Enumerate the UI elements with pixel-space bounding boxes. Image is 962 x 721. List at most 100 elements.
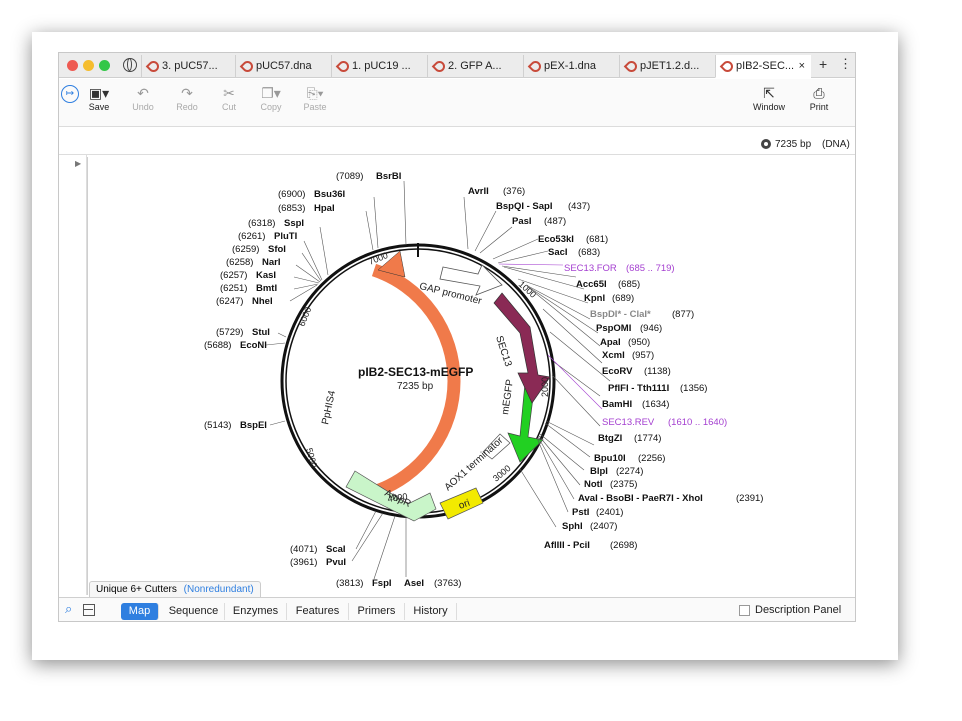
site-btgzi[interactable]: BtgZI xyxy=(598,433,622,444)
primer-sec13-for[interactable]: SEC13.FOR xyxy=(564,263,617,274)
tick-6000: 6000 xyxy=(297,305,314,327)
ori-feature[interactable] xyxy=(439,487,484,520)
cut-button[interactable]: ✂ Cut xyxy=(209,84,249,112)
site-bsu36i[interactable]: Bsu36I xyxy=(314,189,345,200)
tab-pjet[interactable]: pJET1.2.d... xyxy=(619,55,715,78)
site-bspei[interactable]: BspEI xyxy=(240,420,267,431)
print-button[interactable]: ⎙ Print xyxy=(799,84,839,112)
site-kpni[interactable]: KpnI xyxy=(584,293,605,304)
new-tab-icon[interactable]: + xyxy=(819,56,828,72)
site-bsrbi[interactable]: BsrBI xyxy=(376,171,401,182)
site-kasi[interactable]: KasI xyxy=(256,270,276,281)
search-icon[interactable]: ⌕ xyxy=(65,601,73,616)
redo-button[interactable]: ↷ Redo xyxy=(167,84,207,112)
site-afliii-pcii[interactable]: AflIII - PciI xyxy=(544,540,590,551)
more-menu-icon[interactable]: ⋮ xyxy=(839,56,852,71)
tab-puc19[interactable]: 1. pUC19 ... xyxy=(331,55,427,78)
description-panel-checkbox[interactable] xyxy=(739,605,750,616)
save-button[interactable]: ▣▾ Save xyxy=(79,84,119,112)
undo-button[interactable]: ↶ Undo xyxy=(123,84,163,112)
site-sfoi[interactable]: SfoI xyxy=(268,244,286,255)
site-ecorv[interactable]: EcoRV xyxy=(602,366,633,377)
globe-icon[interactable] xyxy=(123,58,137,72)
paste-button[interactable]: ⎘▾ Paste xyxy=(295,84,335,112)
site-bspei-pos: (5143) xyxy=(204,420,231,431)
site-pspomi[interactable]: PspOMI xyxy=(596,323,631,334)
tab-pib2-active[interactable]: pIB2-SEC... × xyxy=(715,55,811,78)
scissors-icon: ✂ xyxy=(223,85,235,101)
site-stui[interactable]: StuI xyxy=(252,327,270,338)
tab-sequence[interactable]: Sequence xyxy=(163,603,225,620)
enzyme-set-selector[interactable]: Unique 6+ Cutters (Nonredundant) xyxy=(89,581,261,597)
site-kasi-pos: (6257) xyxy=(220,270,247,281)
site-nari-pos: (6258) xyxy=(226,257,253,268)
tab-map[interactable]: Map xyxy=(121,603,159,620)
site-stui-pos: (5729) xyxy=(216,327,243,338)
site-bspqi-pos: (437) xyxy=(568,201,590,212)
site-avrii[interactable]: AvrII xyxy=(468,186,489,197)
site-hpai-pos: (6853) xyxy=(278,203,305,214)
site-apai[interactable]: ApaI xyxy=(600,337,621,348)
site-blpi[interactable]: BlpI xyxy=(590,466,608,477)
site-bmti[interactable]: BmtI xyxy=(256,283,277,294)
minimize-window-button[interactable] xyxy=(83,60,94,71)
megfp-label: mEGFP xyxy=(500,378,516,415)
sequence-length: 7235 bp xyxy=(775,139,812,150)
copy-button[interactable]: ❐▾ Copy xyxy=(251,84,291,112)
site-pflfi-tth111i[interactable]: PflFI - Tth111I xyxy=(608,383,669,394)
close-tab-icon[interactable]: × xyxy=(798,60,805,72)
site-bamhi[interactable]: BamHI xyxy=(602,399,632,410)
site-nari[interactable]: NarI xyxy=(262,257,280,268)
save-label: Save xyxy=(88,102,110,112)
site-fspi[interactable]: FspI xyxy=(372,578,392,589)
undo-label: Undo xyxy=(132,102,154,112)
zoom-window-button[interactable] xyxy=(99,60,110,71)
site-hpai[interactable]: HpaI xyxy=(314,203,335,214)
site-nhei[interactable]: NheI xyxy=(252,296,273,307)
site-eco53ki[interactable]: Eco53kI xyxy=(538,234,574,245)
tab-gfp[interactable]: 2. GFP A... xyxy=(427,55,523,78)
site-psti[interactable]: PstI xyxy=(572,507,589,518)
tab-pex1[interactable]: pEX-1.dna xyxy=(523,55,619,78)
tab-features[interactable]: Features xyxy=(287,603,349,620)
site-acc65i[interactable]: Acc65I xyxy=(576,279,607,290)
site-pvui-pos: (3961) xyxy=(290,557,317,568)
close-window-button[interactable] xyxy=(67,60,78,71)
pphis4-feature[interactable] xyxy=(371,263,461,499)
site-psti-pos: (2401) xyxy=(596,507,623,518)
primer-sec13-rev[interactable]: SEC13.REV xyxy=(602,417,655,428)
tab-primers[interactable]: Primers xyxy=(349,603,405,620)
site-sspi[interactable]: SspI xyxy=(284,218,304,229)
aox1-terminator-feature[interactable] xyxy=(482,433,511,460)
site-pluti[interactable]: PluTI xyxy=(274,231,297,242)
site-avai-xhoi[interactable]: AvaI - BsoBI - PaeR7I - XhoI xyxy=(578,493,703,504)
site-asei[interactable]: AseI xyxy=(404,578,424,589)
site-apai-pos: (950) xyxy=(628,337,650,348)
sec13-feature[interactable] xyxy=(493,292,551,404)
window-button[interactable]: ⇱ Window xyxy=(749,84,789,112)
dna-file-icon xyxy=(145,58,162,75)
site-pasi[interactable]: PasI xyxy=(512,216,532,227)
tab-enzymes[interactable]: Enzymes xyxy=(225,603,287,620)
site-noti[interactable]: NotI xyxy=(584,479,602,490)
sidebar-toggle-icon[interactable]: ↦ xyxy=(61,85,79,103)
site-scai[interactable]: ScaI xyxy=(326,544,346,555)
site-acc65i-pos: (685) xyxy=(618,279,640,290)
site-xcmi[interactable]: XcmI xyxy=(602,350,625,361)
split-view-icon[interactable] xyxy=(83,604,95,616)
site-bpu10i[interactable]: Bpu10I xyxy=(594,453,626,464)
site-econi[interactable]: EcoNI xyxy=(240,340,267,351)
ampr-feature[interactable] xyxy=(345,470,437,522)
site-bspdi-clai[interactable]: BspDI* - ClaI* xyxy=(590,309,651,320)
site-pvui[interactable]: PvuI xyxy=(326,557,346,568)
gap-promoter-feature[interactable] xyxy=(439,264,503,296)
tab-puc57[interactable]: pUC57.dna xyxy=(235,55,331,78)
site-saci[interactable]: SacI xyxy=(548,247,568,258)
site-blpi-pos: (2274) xyxy=(616,466,643,477)
expand-arrow-icon[interactable]: ▶ xyxy=(75,159,82,168)
site-bspqi-sapi[interactable]: BspQI - SapI xyxy=(496,201,552,212)
paste-label: Paste xyxy=(303,102,327,112)
tab-puc57-3[interactable]: 3. pUC57... xyxy=(141,55,235,78)
tab-history[interactable]: History xyxy=(405,603,457,620)
site-sphi[interactable]: SphI xyxy=(562,521,583,532)
